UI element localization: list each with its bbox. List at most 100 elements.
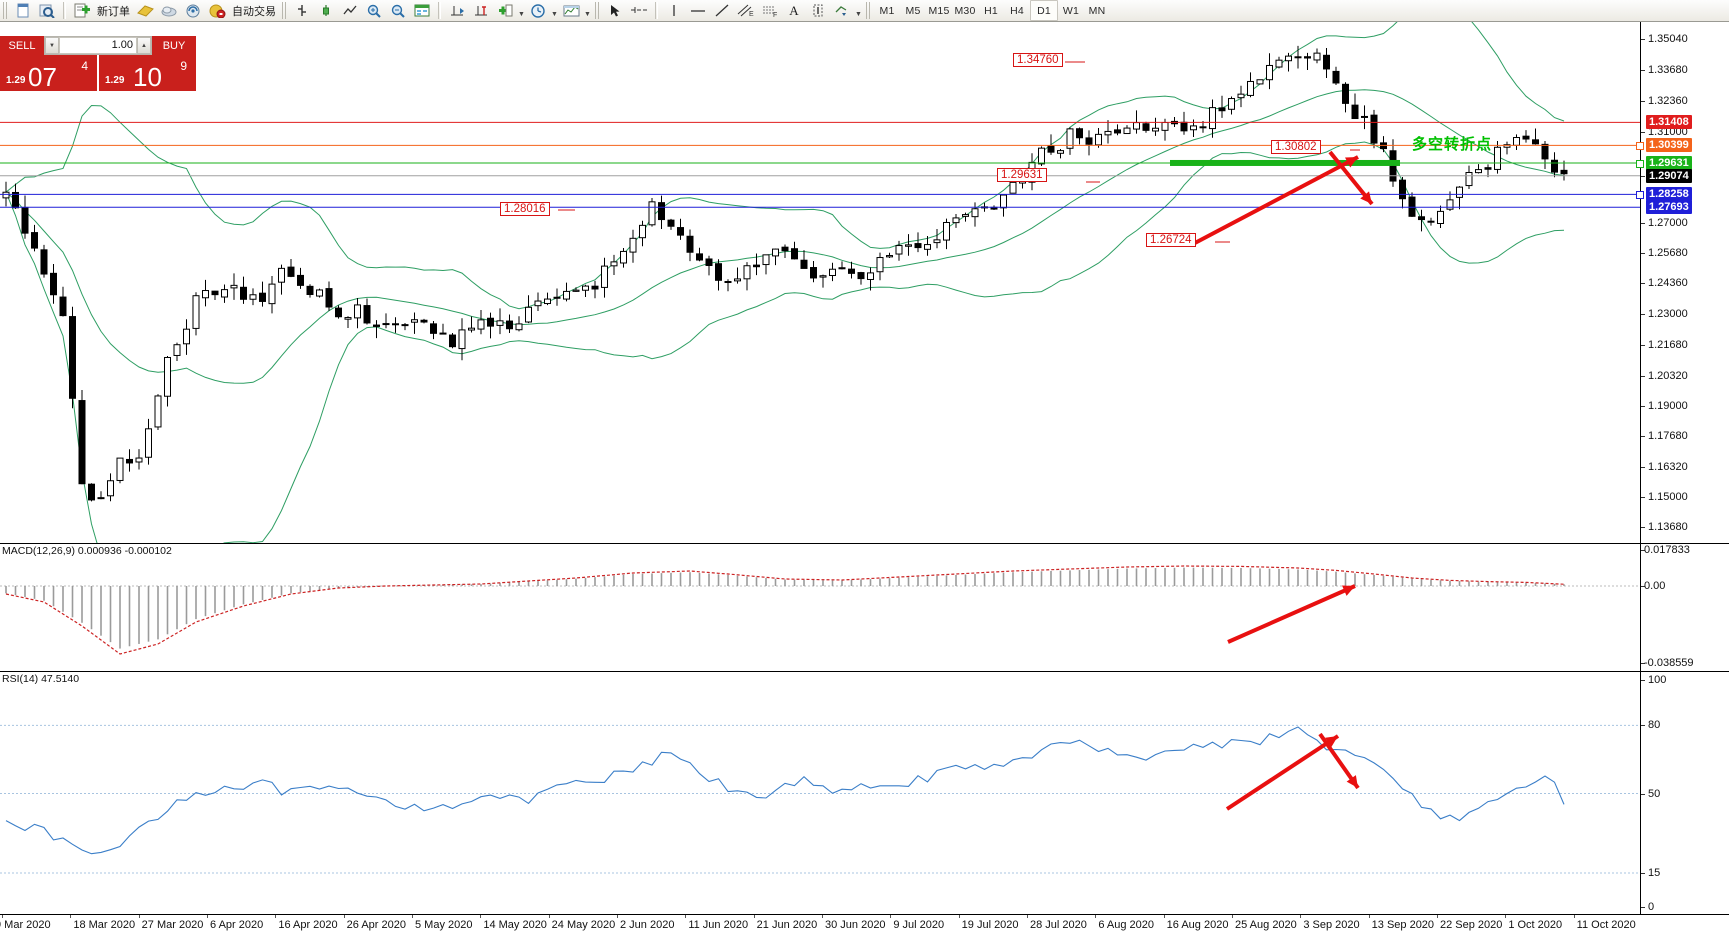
fibonacci-icon[interactable]: F [758, 1, 782, 20]
candlestick [297, 267, 304, 289]
timeframe-mn[interactable]: MN [1088, 4, 1106, 17]
candlestick [591, 280, 599, 299]
rsi-tick [1641, 793, 1645, 795]
candlestick-chart-icon[interactable] [314, 1, 338, 20]
timeframe-m5[interactable]: M5 [905, 4, 921, 17]
candlestick [1228, 96, 1235, 115]
one-click-trading-panel[interactable]: SELL ▼ 1.00 ▲ BUY 1.29 07 4 1.29 10 9 [0, 36, 196, 91]
rsi-trend-arrow[interactable] [1225, 734, 1340, 811]
timeframe-h1[interactable]: H1 [984, 4, 998, 17]
bid-price-box[interactable]: 1.29 07 4 [0, 55, 97, 91]
expert-advisor-icon[interactable] [205, 1, 229, 20]
toolbar-grip-4[interactable] [595, 2, 600, 19]
signal-icon[interactable] [181, 1, 205, 20]
new-order-label[interactable]: 新订单 [97, 5, 130, 18]
templates-icon[interactable] [559, 1, 583, 20]
periodicity-icon[interactable] [526, 1, 550, 20]
zoom-out-icon[interactable] [386, 1, 410, 20]
timeframe-h4[interactable]: H4 [1010, 4, 1024, 17]
macd-pane[interactable]: MACD(12,26,9) 0.000936 -0.000102 [0, 543, 1640, 672]
annotation-1.28016[interactable]: 1.28016 [500, 202, 550, 216]
time-tick [753, 915, 755, 918]
chinese-note-reversal-point[interactable]: 多空转折点 [1412, 136, 1493, 153]
timeframe-m15[interactable]: M15 [928, 4, 950, 17]
candlestick [401, 323, 409, 331]
rsi-scale[interactable]: 100 80 50 15 0 [1640, 671, 1729, 915]
macd-scale[interactable]: 0.017833 0.00 -0.038559 [1640, 543, 1729, 672]
text-object-icon[interactable] [806, 1, 830, 20]
horizontal-line-icon[interactable] [686, 1, 710, 20]
book-icon[interactable] [133, 1, 157, 20]
candlestick [31, 224, 38, 252]
price-tick-label: 1.35040 [1648, 33, 1688, 46]
price-level-handle[interactable] [1636, 159, 1644, 168]
time-tick [138, 915, 140, 918]
sell-button[interactable]: SELL [0, 36, 44, 55]
candlestick [373, 320, 380, 339]
data-window-icon[interactable] [410, 1, 434, 20]
search-chart-icon[interactable] [35, 1, 59, 20]
rsi-trend-arrow[interactable] [1318, 732, 1360, 790]
price-level-badge-1.30399[interactable]: 1.30399 [1646, 138, 1692, 153]
toolbar-grip-2[interactable] [282, 2, 287, 19]
equidistant-channel-icon[interactable]: E [734, 1, 758, 20]
volume-input[interactable]: 1.00 [59, 37, 137, 54]
price-pane[interactable]: 1.34760 1.30802 1.29631 1.28016 1.26724 … [0, 22, 1640, 543]
chart-shift-icon[interactable] [469, 1, 493, 20]
annotation-1.34760[interactable]: 1.34760 [1013, 53, 1063, 67]
timeframe-m1[interactable]: M1 [879, 4, 895, 17]
buy-button[interactable]: BUY [152, 36, 196, 55]
templates-dropdown-caret[interactable]: ▼ [584, 11, 591, 18]
price-level-handle[interactable] [1636, 142, 1644, 151]
vertical-line-icon[interactable] [662, 1, 686, 20]
new-chart-icon[interactable] [11, 1, 35, 20]
zoom-in-icon[interactable] [362, 1, 386, 20]
periodicity-dropdown-caret[interactable]: ▼ [551, 11, 558, 18]
timeframe-w1[interactable]: W1 [1062, 4, 1080, 17]
price-level-badge-1.27693[interactable]: 1.27693 [1646, 200, 1692, 215]
text-label-icon[interactable]: A [789, 2, 799, 18]
annotation-1.26724[interactable]: 1.26724 [1146, 233, 1196, 247]
macd-tick [1641, 550, 1645, 552]
toolbar-separator-5 [655, 2, 658, 19]
cursor-icon[interactable] [603, 1, 627, 20]
price-level-badge-1.29074[interactable]: 1.29074 [1646, 168, 1692, 183]
price-level-badge-1.31408[interactable]: 1.31408 [1646, 115, 1692, 130]
price-level-badge-1.29631[interactable]: 1.29631 [1646, 155, 1692, 170]
volume-increase-button[interactable]: ▲ [137, 37, 151, 54]
volume-stepper[interactable]: ▼ 1.00 ▲ [44, 36, 152, 55]
timeframe-d1[interactable]: D1 [1030, 0, 1058, 21]
auto-trading-label[interactable]: 自动交易 [232, 5, 276, 18]
bar-chart-icon[interactable] [290, 1, 314, 20]
annotation-1.30802[interactable]: 1.30802 [1271, 140, 1321, 154]
time-scale[interactable]: 9 Mar 2020 18 Mar 2020 27 Mar 2020 6 Apr 20… [0, 914, 1729, 937]
trend-arrow-line[interactable] [1328, 150, 1374, 206]
cloud-icon[interactable] [157, 1, 181, 20]
new-order-icon[interactable] [70, 1, 94, 20]
volume-decrease-button[interactable]: ▼ [45, 37, 59, 54]
toolbar-grip-6[interactable] [866, 2, 871, 19]
shapes-dropdown-caret[interactable]: ▼ [855, 11, 862, 18]
macd-trend-arrow[interactable] [1227, 584, 1356, 644]
shapes-icon[interactable] [830, 1, 854, 20]
candlestick [1000, 194, 1007, 217]
indicators-dropdown-caret[interactable]: ▼ [518, 11, 525, 18]
trendline-icon[interactable] [710, 1, 734, 20]
candlestick [734, 267, 741, 284]
rsi-pane[interactable]: RSI(14) 47.5140 [0, 671, 1640, 915]
crosshair-icon[interactable] [627, 1, 651, 20]
indicators-add-icon[interactable] [493, 1, 517, 20]
ask-price-box[interactable]: 1.29 10 9 [99, 55, 196, 91]
auto-scroll-icon[interactable] [445, 1, 469, 20]
timeframe-m30[interactable]: M30 [954, 4, 976, 17]
candlestick [981, 202, 988, 212]
trend-arrow-line[interactable] [1192, 155, 1359, 246]
line-chart-icon[interactable] [338, 1, 362, 20]
candlestick [857, 271, 865, 285]
toolbar-grip[interactable] [3, 2, 8, 19]
price-level-badge-1.28258[interactable]: 1.28258 [1646, 187, 1692, 202]
green-support-band[interactable] [1170, 159, 1400, 166]
price-level-handle[interactable] [1636, 191, 1644, 200]
price-scale[interactable]: 1.35040 1.33680 1.32360 1.31000 1.27000 1.256… [1636, 22, 1729, 543]
annotation-1.29631[interactable]: 1.29631 [997, 168, 1047, 182]
